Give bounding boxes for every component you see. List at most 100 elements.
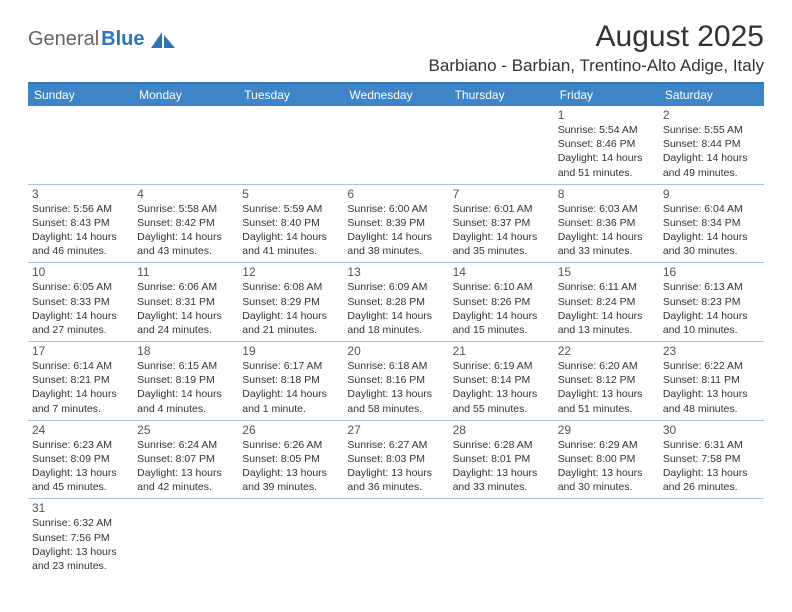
day-cell: 31Sunrise: 6:32 AMSunset: 7:56 PMDayligh… [28, 499, 133, 577]
header: GeneralBlue August 2025 Barbiano - Barbi… [28, 20, 764, 76]
day-cell: 25Sunrise: 6:24 AMSunset: 8:07 PMDayligh… [133, 420, 238, 499]
day-number: 17 [32, 344, 129, 358]
day-cell: 10Sunrise: 6:05 AMSunset: 8:33 PMDayligh… [28, 263, 133, 342]
day-number: 3 [32, 187, 129, 201]
day-cell-empty [449, 499, 554, 577]
day-cell: 21Sunrise: 6:19 AMSunset: 8:14 PMDayligh… [449, 342, 554, 421]
day-number: 20 [347, 344, 444, 358]
day-info: Sunrise: 6:03 AMSunset: 8:36 PMDaylight:… [558, 202, 655, 259]
calendar-body: 1Sunrise: 5:54 AMSunset: 8:46 PMDaylight… [28, 106, 764, 577]
day-cell-empty [343, 499, 448, 577]
day-cell-empty [133, 499, 238, 577]
day-info: Sunrise: 5:54 AMSunset: 8:46 PMDaylight:… [558, 123, 655, 180]
day-cell: 6Sunrise: 6:00 AMSunset: 8:39 PMDaylight… [343, 184, 448, 263]
day-number: 25 [137, 423, 234, 437]
day-number: 8 [558, 187, 655, 201]
day-cell: 3Sunrise: 5:56 AMSunset: 8:43 PMDaylight… [28, 184, 133, 263]
day-cell-empty [554, 499, 659, 577]
day-info: Sunrise: 6:06 AMSunset: 8:31 PMDaylight:… [137, 280, 234, 337]
day-cell-empty [28, 106, 133, 184]
calendar-week-row: 31Sunrise: 6:32 AMSunset: 7:56 PMDayligh… [28, 499, 764, 577]
day-number: 28 [453, 423, 550, 437]
day-cell: 5Sunrise: 5:59 AMSunset: 8:40 PMDaylight… [238, 184, 343, 263]
day-cell: 11Sunrise: 6:06 AMSunset: 8:31 PMDayligh… [133, 263, 238, 342]
day-cell: 26Sunrise: 6:26 AMSunset: 8:05 PMDayligh… [238, 420, 343, 499]
calendar-week-row: 10Sunrise: 6:05 AMSunset: 8:33 PMDayligh… [28, 263, 764, 342]
day-cell: 20Sunrise: 6:18 AMSunset: 8:16 PMDayligh… [343, 342, 448, 421]
month-title: August 2025 [429, 20, 764, 54]
day-info: Sunrise: 6:24 AMSunset: 8:07 PMDaylight:… [137, 438, 234, 495]
day-number: 27 [347, 423, 444, 437]
day-info: Sunrise: 5:56 AMSunset: 8:43 PMDaylight:… [32, 202, 129, 259]
day-info: Sunrise: 6:20 AMSunset: 8:12 PMDaylight:… [558, 359, 655, 416]
day-cell: 4Sunrise: 5:58 AMSunset: 8:42 PMDaylight… [133, 184, 238, 263]
calendar-week-row: 3Sunrise: 5:56 AMSunset: 8:43 PMDaylight… [28, 184, 764, 263]
day-cell: 13Sunrise: 6:09 AMSunset: 8:28 PMDayligh… [343, 263, 448, 342]
day-info: Sunrise: 6:11 AMSunset: 8:24 PMDaylight:… [558, 280, 655, 337]
day-info: Sunrise: 6:04 AMSunset: 8:34 PMDaylight:… [663, 202, 760, 259]
day-info: Sunrise: 6:19 AMSunset: 8:14 PMDaylight:… [453, 359, 550, 416]
day-info: Sunrise: 6:17 AMSunset: 8:18 PMDaylight:… [242, 359, 339, 416]
day-cell: 28Sunrise: 6:28 AMSunset: 8:01 PMDayligh… [449, 420, 554, 499]
day-header: Tuesday [238, 83, 343, 106]
day-cell: 27Sunrise: 6:27 AMSunset: 8:03 PMDayligh… [343, 420, 448, 499]
day-number: 5 [242, 187, 339, 201]
day-info: Sunrise: 6:31 AMSunset: 7:58 PMDaylight:… [663, 438, 760, 495]
day-number: 21 [453, 344, 550, 358]
day-info: Sunrise: 6:09 AMSunset: 8:28 PMDaylight:… [347, 280, 444, 337]
day-number: 10 [32, 265, 129, 279]
day-cell: 17Sunrise: 6:14 AMSunset: 8:21 PMDayligh… [28, 342, 133, 421]
day-number: 4 [137, 187, 234, 201]
day-number: 16 [663, 265, 760, 279]
day-cell: 24Sunrise: 6:23 AMSunset: 8:09 PMDayligh… [28, 420, 133, 499]
day-number: 26 [242, 423, 339, 437]
day-header: Friday [554, 83, 659, 106]
day-number: 19 [242, 344, 339, 358]
day-number: 24 [32, 423, 129, 437]
day-number: 6 [347, 187, 444, 201]
day-number: 15 [558, 265, 655, 279]
day-cell: 19Sunrise: 6:17 AMSunset: 8:18 PMDayligh… [238, 342, 343, 421]
day-cell-empty [449, 106, 554, 184]
day-info: Sunrise: 6:00 AMSunset: 8:39 PMDaylight:… [347, 202, 444, 259]
logo-sail-icon [149, 30, 177, 50]
day-number: 22 [558, 344, 655, 358]
day-info: Sunrise: 6:15 AMSunset: 8:19 PMDaylight:… [137, 359, 234, 416]
day-number: 2 [663, 108, 760, 122]
day-header-row: SundayMondayTuesdayWednesdayThursdayFrid… [28, 83, 764, 106]
day-header: Monday [133, 83, 238, 106]
day-info: Sunrise: 6:14 AMSunset: 8:21 PMDaylight:… [32, 359, 129, 416]
day-info: Sunrise: 5:55 AMSunset: 8:44 PMDaylight:… [663, 123, 760, 180]
day-cell-empty [238, 106, 343, 184]
day-number: 11 [137, 265, 234, 279]
day-info: Sunrise: 6:05 AMSunset: 8:33 PMDaylight:… [32, 280, 129, 337]
day-cell: 9Sunrise: 6:04 AMSunset: 8:34 PMDaylight… [659, 184, 764, 263]
day-number: 12 [242, 265, 339, 279]
calendar-table: SundayMondayTuesdayWednesdayThursdayFrid… [28, 82, 764, 577]
day-info: Sunrise: 6:23 AMSunset: 8:09 PMDaylight:… [32, 438, 129, 495]
day-cell: 2Sunrise: 5:55 AMSunset: 8:44 PMDaylight… [659, 106, 764, 184]
day-cell: 1Sunrise: 5:54 AMSunset: 8:46 PMDaylight… [554, 106, 659, 184]
calendar-week-row: 24Sunrise: 6:23 AMSunset: 8:09 PMDayligh… [28, 420, 764, 499]
day-info: Sunrise: 6:26 AMSunset: 8:05 PMDaylight:… [242, 438, 339, 495]
day-number: 13 [347, 265, 444, 279]
calendar-week-row: 17Sunrise: 6:14 AMSunset: 8:21 PMDayligh… [28, 342, 764, 421]
day-cell-empty [238, 499, 343, 577]
day-cell: 18Sunrise: 6:15 AMSunset: 8:19 PMDayligh… [133, 342, 238, 421]
day-info: Sunrise: 6:32 AMSunset: 7:56 PMDaylight:… [32, 516, 129, 573]
day-number: 31 [32, 501, 129, 515]
day-cell: 30Sunrise: 6:31 AMSunset: 7:58 PMDayligh… [659, 420, 764, 499]
day-info: Sunrise: 6:18 AMSunset: 8:16 PMDaylight:… [347, 359, 444, 416]
logo: GeneralBlue [28, 28, 177, 51]
day-cell: 14Sunrise: 6:10 AMSunset: 8:26 PMDayligh… [449, 263, 554, 342]
calendar-week-row: 1Sunrise: 5:54 AMSunset: 8:46 PMDaylight… [28, 106, 764, 184]
day-info: Sunrise: 6:28 AMSunset: 8:01 PMDaylight:… [453, 438, 550, 495]
day-header: Sunday [28, 83, 133, 106]
day-cell-empty [659, 499, 764, 577]
title-block: August 2025 Barbiano - Barbian, Trentino… [429, 20, 764, 76]
day-cell: 16Sunrise: 6:13 AMSunset: 8:23 PMDayligh… [659, 263, 764, 342]
logo-text-blue: Blue [101, 28, 144, 51]
day-number: 1 [558, 108, 655, 122]
day-number: 29 [558, 423, 655, 437]
location: Barbiano - Barbian, Trentino-Alto Adige,… [429, 56, 764, 76]
